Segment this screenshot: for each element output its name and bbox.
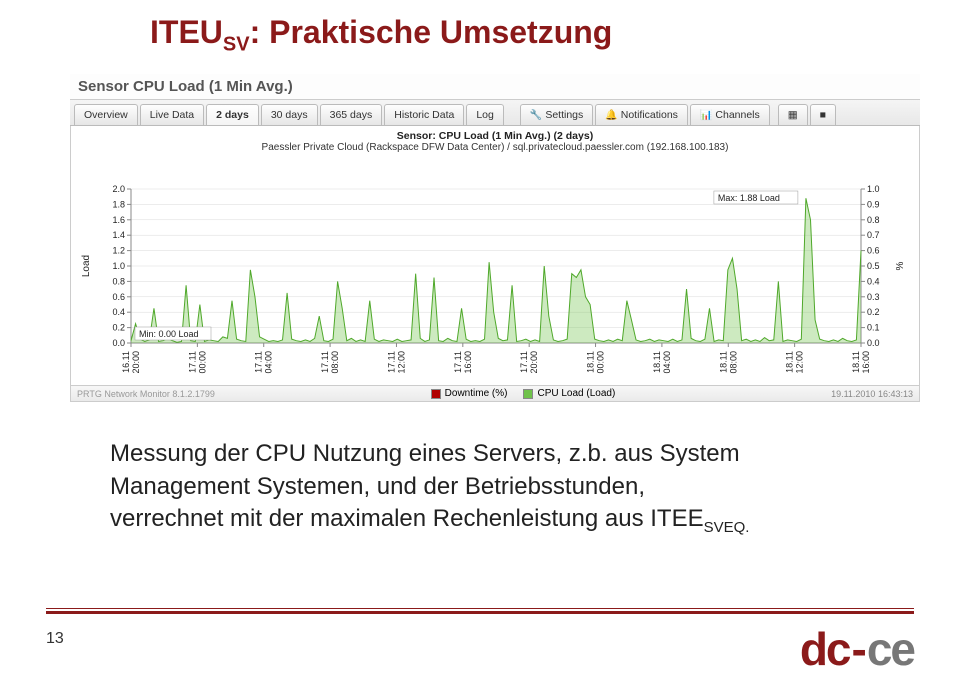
svg-text:04:00: 04:00 — [662, 351, 672, 374]
svg-text:1.0: 1.0 — [112, 261, 125, 271]
svg-text:%: % — [895, 262, 906, 271]
svg-text:1.2: 1.2 — [112, 246, 125, 256]
svg-text:0.5: 0.5 — [867, 261, 880, 271]
icon-tab-0[interactable]: ▦ — [778, 104, 808, 125]
sensor-name: Sensor CPU Load (1 Min Avg.) — [70, 74, 920, 99]
body-line-2: Management Systemen, und der Betriebsstu… — [110, 473, 645, 500]
footer-rule — [46, 608, 914, 614]
svg-text:1.8: 1.8 — [112, 200, 125, 210]
body-text: Messung der CPU Nutzung eines Servers, z… — [0, 402, 960, 538]
svg-text:16.11: 16.11 — [121, 351, 131, 373]
svg-text:18.11: 18.11 — [586, 351, 596, 373]
tab-notifications[interactable]: 🔔Notifications — [595, 104, 688, 125]
svg-text:Load: Load — [81, 255, 92, 277]
svg-text:0.0: 0.0 — [112, 338, 125, 348]
svg-text:04:00: 04:00 — [264, 351, 274, 374]
tab-365-days[interactable]: 365 days — [320, 104, 383, 125]
channels-icon: 📊 — [700, 110, 712, 121]
svg-text:16:00: 16:00 — [861, 351, 871, 374]
svg-text:17.11: 17.11 — [254, 351, 264, 373]
svg-text:0.6: 0.6 — [867, 246, 880, 256]
logo-right: ce — [867, 623, 914, 675]
title-sub: SV — [223, 33, 250, 55]
page-number: 13 — [46, 630, 64, 648]
tab-bar: OverviewLive Data2 days30 days365 daysHi… — [70, 99, 920, 126]
svg-text:20:00: 20:00 — [131, 351, 141, 374]
svg-text:18.11: 18.11 — [785, 351, 795, 373]
svg-text:0.0: 0.0 — [867, 338, 880, 348]
svg-text:00:00: 00:00 — [197, 351, 207, 374]
svg-text:0.4: 0.4 — [867, 277, 880, 287]
svg-text:2.0: 2.0 — [112, 184, 125, 194]
svg-text:1.4: 1.4 — [112, 231, 125, 241]
svg-text:0.1: 0.1 — [867, 323, 880, 333]
tab-log[interactable]: Log — [466, 104, 504, 125]
settings-icon: 🔧 — [530, 110, 542, 121]
svg-text:17.11: 17.11 — [386, 351, 396, 373]
svg-text:0.7: 0.7 — [867, 231, 880, 241]
tab-live-data[interactable]: Live Data — [140, 104, 204, 125]
logo: dc-ce — [800, 622, 914, 676]
chart-title: Sensor: CPU Load (1 Min Avg.) (2 days) — [71, 126, 919, 142]
title-main: ITEU — [150, 14, 223, 50]
svg-text:17.11: 17.11 — [453, 351, 463, 373]
svg-text:18.11: 18.11 — [652, 351, 662, 373]
svg-text:00:00: 00:00 — [596, 351, 606, 374]
svg-text:20:00: 20:00 — [529, 351, 539, 374]
svg-text:08:00: 08:00 — [728, 351, 738, 374]
tab-30-days[interactable]: 30 days — [261, 104, 318, 125]
chart-subtitle: Paessler Private Cloud (Rackspace DFW Da… — [71, 142, 919, 153]
svg-text:17.11: 17.11 — [320, 351, 330, 373]
cpu-load-chart: 2.0 1.8 1.6 1.4 1.2 1.0 0.8 0.6 0.4 0.2 0.0 1.0 0.9 0… — [71, 153, 921, 393]
body-line-3: verrechnet mit der maximalen Rechenleist… — [110, 505, 704, 532]
notifications-icon: 🔔 — [605, 110, 617, 121]
svg-text:Min: 0.00 Load: Min: 0.00 Load — [139, 329, 199, 339]
tab-channels[interactable]: 📊Channels — [690, 104, 770, 125]
svg-text:1.0: 1.0 — [867, 184, 880, 194]
title-rest: : Praktische Umsetzung — [250, 14, 613, 50]
body-sub: SVEQ. — [704, 519, 750, 536]
svg-text:0.9: 0.9 — [867, 200, 880, 210]
svg-text:1.6: 1.6 — [112, 215, 125, 225]
svg-text:0.3: 0.3 — [867, 292, 880, 302]
tab-historic-data[interactable]: Historic Data — [384, 104, 464, 125]
svg-text:12:00: 12:00 — [795, 351, 805, 374]
tab-overview[interactable]: Overview — [74, 104, 138, 125]
svg-text:17.11: 17.11 — [519, 351, 529, 373]
svg-text:0.2: 0.2 — [112, 323, 125, 333]
svg-text:0.8: 0.8 — [112, 277, 125, 287]
sensor-panel: Sensor CPU Load (1 Min Avg.) OverviewLiv… — [70, 74, 920, 402]
body-line-1: Messung der CPU Nutzung eines Servers, z… — [110, 440, 740, 467]
tab-settings[interactable]: 🔧Settings — [520, 104, 593, 125]
svg-text:08:00: 08:00 — [330, 351, 340, 374]
tab-2-days[interactable]: 2 days — [206, 104, 259, 125]
svg-text:0.6: 0.6 — [112, 292, 125, 302]
icon-tab-1[interactable]: ■ — [810, 104, 836, 125]
chart-area: Sensor: CPU Load (1 Min Avg.) (2 days) P… — [70, 126, 920, 386]
svg-text:0.2: 0.2 — [867, 308, 880, 318]
svg-text:12:00: 12:00 — [396, 351, 406, 374]
logo-left: dc — [800, 623, 850, 675]
svg-text:Max: 1.88 Load: Max: 1.88 Load — [718, 193, 780, 203]
svg-text:0.4: 0.4 — [112, 308, 125, 318]
svg-text:16:00: 16:00 — [463, 351, 473, 374]
svg-text:0.8: 0.8 — [867, 215, 880, 225]
logo-dash: - — [850, 623, 867, 675]
svg-text:18.11: 18.11 — [851, 351, 861, 373]
svg-text:17.11: 17.11 — [187, 351, 197, 373]
svg-text:18.11: 18.11 — [718, 351, 728, 373]
slide-title: ITEUSV: Praktische Umsetzung — [0, 0, 960, 66]
